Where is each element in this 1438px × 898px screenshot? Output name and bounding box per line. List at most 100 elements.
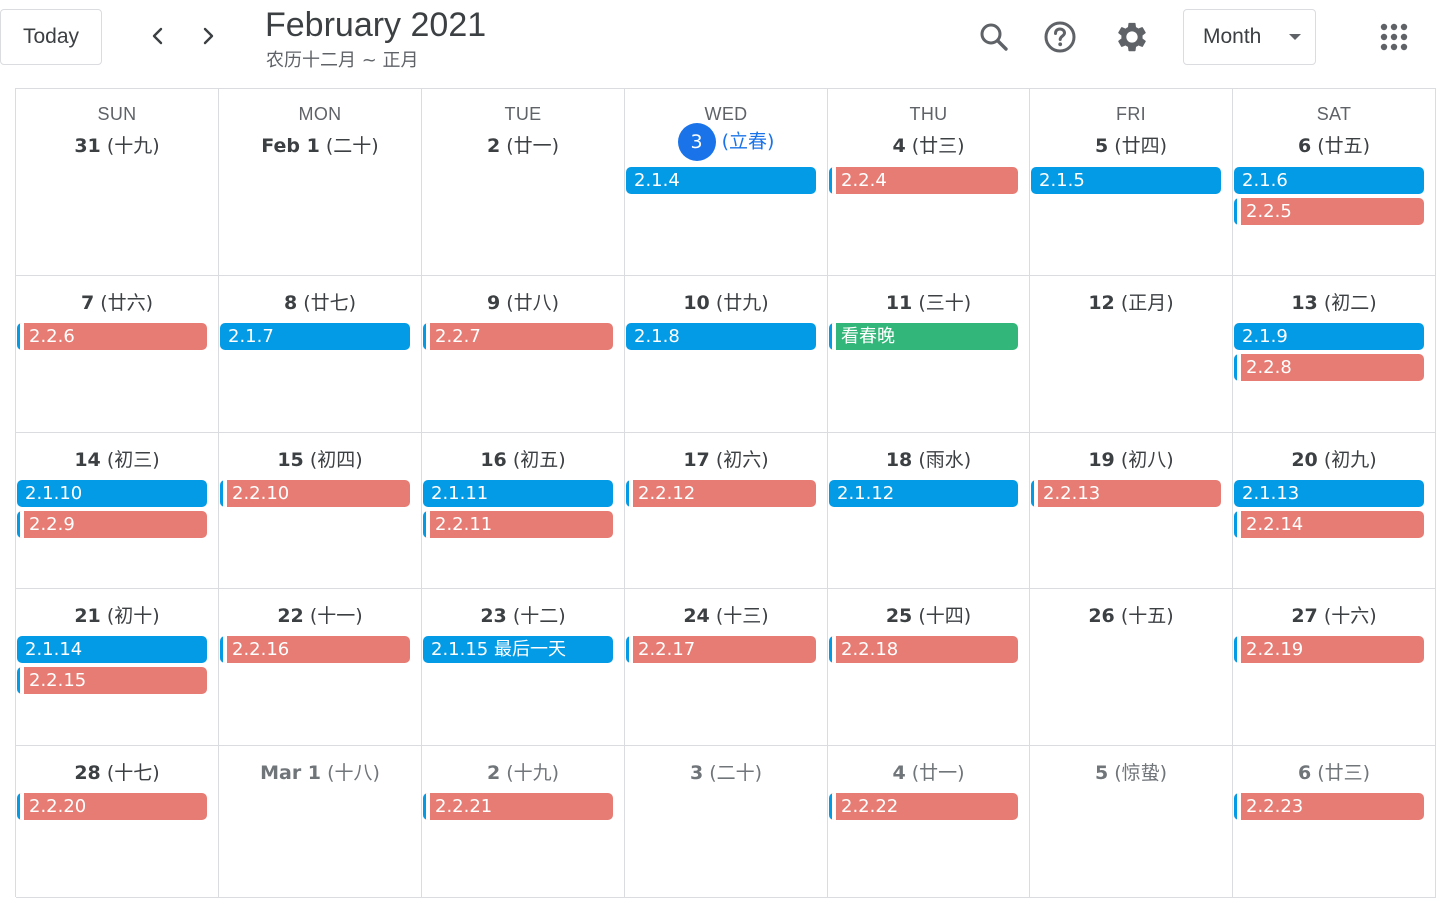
event-chip[interactable]: 2.2.8 [1234, 354, 1424, 381]
day-cell[interactable]: 12 (正月) [1030, 276, 1233, 433]
date-label[interactable]: 17 (初六) [625, 445, 827, 472]
day-cell[interactable]: MON Feb 1 (二十) [219, 89, 422, 276]
event-chip[interactable]: 2.1.4 [626, 167, 816, 194]
date-label[interactable]: 28 (十七) [16, 758, 218, 785]
event-chip[interactable]: 2.2.12 [626, 480, 816, 507]
event-chip[interactable]: 2.2.18 [829, 636, 1018, 663]
search-button[interactable] [973, 16, 1015, 58]
event-chip[interactable]: 2.2.13 [1031, 480, 1221, 507]
date-number[interactable]: 10 [683, 292, 710, 314]
event-chip[interactable]: 2.2.20 [17, 793, 207, 820]
previous-month-button[interactable] [140, 18, 176, 54]
date-label[interactable]: 7 (廿六) [16, 288, 218, 315]
day-cell[interactable]: WED 3 (立春) 2.1.4 [625, 89, 828, 276]
event-chip[interactable]: 2.1.7 [220, 323, 410, 350]
date-label[interactable]: 22 (十一) [219, 601, 421, 628]
settings-button[interactable] [1111, 16, 1153, 58]
date-number[interactable]: 22 [277, 605, 304, 627]
event-chip[interactable]: 2.2.7 [423, 323, 613, 350]
event-chip[interactable]: 看春晚 [829, 323, 1018, 350]
day-cell[interactable]: Mar 1 (十八) [219, 746, 422, 898]
view-select[interactable]: Month [1183, 9, 1316, 65]
day-cell[interactable]: 14 (初三) 2.1.10 2.2.9 [16, 433, 219, 589]
day-cell[interactable]: 22 (十一) 2.2.16 [219, 589, 422, 746]
date-label[interactable]: Feb 1 (二十) [219, 131, 421, 158]
date-number[interactable]: 19 [1088, 449, 1115, 471]
date-number[interactable]: 11 [885, 292, 913, 314]
event-chip[interactable]: 2.1.9 [1234, 323, 1424, 350]
event-chip[interactable]: 2.1.12 [829, 480, 1018, 507]
day-cell[interactable]: 17 (初六) 2.2.12 [625, 433, 828, 589]
day-cell[interactable]: 15 (初四) 2.2.10 [219, 433, 422, 589]
next-month-button[interactable] [190, 18, 226, 54]
date-number[interactable]: 4 [892, 762, 906, 784]
date-label[interactable]: 10 (廿九) [625, 288, 827, 315]
event-chip[interactable]: 2.1.15 最后一天 [423, 636, 613, 663]
date-number[interactable]: 23 [480, 605, 507, 627]
day-cell[interactable]: 23 (十二) 2.1.15 最后一天 [422, 589, 625, 746]
day-cell[interactable]: 9 (廿八) 2.2.7 [422, 276, 625, 433]
day-cell[interactable]: 19 (初八) 2.2.13 [1030, 433, 1233, 589]
date-label[interactable]: 5 (惊蛰) [1030, 758, 1232, 785]
event-chip[interactable]: 2.2.19 [1234, 636, 1424, 663]
day-cell[interactable]: 11 (三十) 看春晚 [828, 276, 1030, 433]
date-label[interactable]: 3 (二十) [625, 758, 827, 785]
date-label[interactable]: 14 (初三) [16, 445, 218, 472]
day-cell[interactable]: 13 (初二) 2.1.9 2.2.8 [1233, 276, 1436, 433]
date-number[interactable]: 26 [1088, 605, 1115, 627]
date-number[interactable]: 27 [1291, 605, 1318, 627]
date-number[interactable]: 28 [74, 762, 101, 784]
help-button[interactable] [1039, 16, 1081, 58]
event-chip[interactable]: 2.2.14 [1234, 511, 1424, 538]
date-number[interactable]: 12 [1088, 292, 1115, 314]
day-cell[interactable]: 24 (十三) 2.2.17 [625, 589, 828, 746]
date-label[interactable]: 2 (十九) [422, 758, 624, 785]
date-label[interactable]: 19 (初八) [1030, 445, 1232, 472]
today-date-number[interactable]: 3 [677, 123, 716, 161]
date-label[interactable]: 18 (雨水) [828, 445, 1029, 472]
apps-button[interactable] [1373, 16, 1415, 58]
date-number[interactable]: Mar 1 [260, 762, 322, 784]
date-number[interactable]: 7 [80, 292, 95, 314]
date-number[interactable]: 24 [683, 605, 710, 627]
date-label[interactable]: 13 (初二) [1233, 288, 1435, 315]
event-chip[interactable]: 2.1.5 [1031, 167, 1221, 194]
event-chip[interactable]: 2.1.14 [17, 636, 207, 663]
date-label[interactable]: 15 (初四) [219, 445, 421, 472]
event-chip[interactable]: 2.2.5 [1234, 198, 1424, 225]
date-number[interactable]: 25 [885, 605, 913, 627]
date-number[interactable]: 6 [1297, 762, 1312, 784]
date-number[interactable]: 5 [1094, 762, 1109, 784]
date-label[interactable]: 23 (十二) [422, 601, 624, 628]
event-chip[interactable]: 2.1.10 [17, 480, 207, 507]
event-chip[interactable]: 2.2.11 [423, 511, 613, 538]
day-cell[interactable]: 20 (初九) 2.1.13 2.2.14 [1233, 433, 1436, 589]
date-label[interactable]: 5 (廿四) [1030, 131, 1232, 158]
event-chip[interactable]: 2.2.4 [829, 167, 1018, 194]
day-cell[interactable]: FRI 5 (廿四) 2.1.5 [1030, 89, 1233, 276]
event-chip[interactable]: 2.1.11 [423, 480, 613, 507]
day-cell[interactable]: TUE 2 (廿一) [422, 89, 625, 276]
day-cell[interactable]: 28 (十七) 2.2.20 [16, 746, 219, 898]
date-number[interactable]: 3 [689, 762, 704, 784]
date-label[interactable]: 16 (初五) [422, 445, 624, 472]
day-cell[interactable]: 8 (廿七) 2.1.7 [219, 276, 422, 433]
event-chip[interactable]: 2.2.6 [17, 323, 207, 350]
event-chip[interactable]: 2.1.6 [1234, 167, 1424, 194]
date-number[interactable]: 16 [480, 449, 507, 471]
event-chip[interactable]: 2.2.10 [220, 480, 410, 507]
date-number[interactable]: Feb 1 [261, 135, 320, 157]
date-number[interactable]: 14 [74, 449, 101, 471]
date-label[interactable]: Mar 1 (十八) [219, 758, 421, 785]
date-number[interactable]: 5 [1094, 135, 1109, 157]
date-label[interactable]: 11 (三十) [828, 288, 1029, 315]
date-label[interactable]: 27 (十六) [1233, 601, 1435, 628]
date-number[interactable]: 18 [885, 449, 913, 471]
day-cell[interactable]: 21 (初十) 2.1.14 2.2.15 [16, 589, 219, 746]
date-label[interactable]: 4 (廿三) [828, 131, 1029, 158]
day-cell[interactable]: 25 (十四) 2.2.18 [828, 589, 1030, 746]
date-label[interactable]: 25 (十四) [828, 601, 1029, 628]
date-number[interactable]: 9 [486, 292, 501, 314]
date-label[interactable]: 9 (廿八) [422, 288, 624, 315]
day-cell[interactable]: 4 (廿一) 2.2.22 [828, 746, 1030, 898]
